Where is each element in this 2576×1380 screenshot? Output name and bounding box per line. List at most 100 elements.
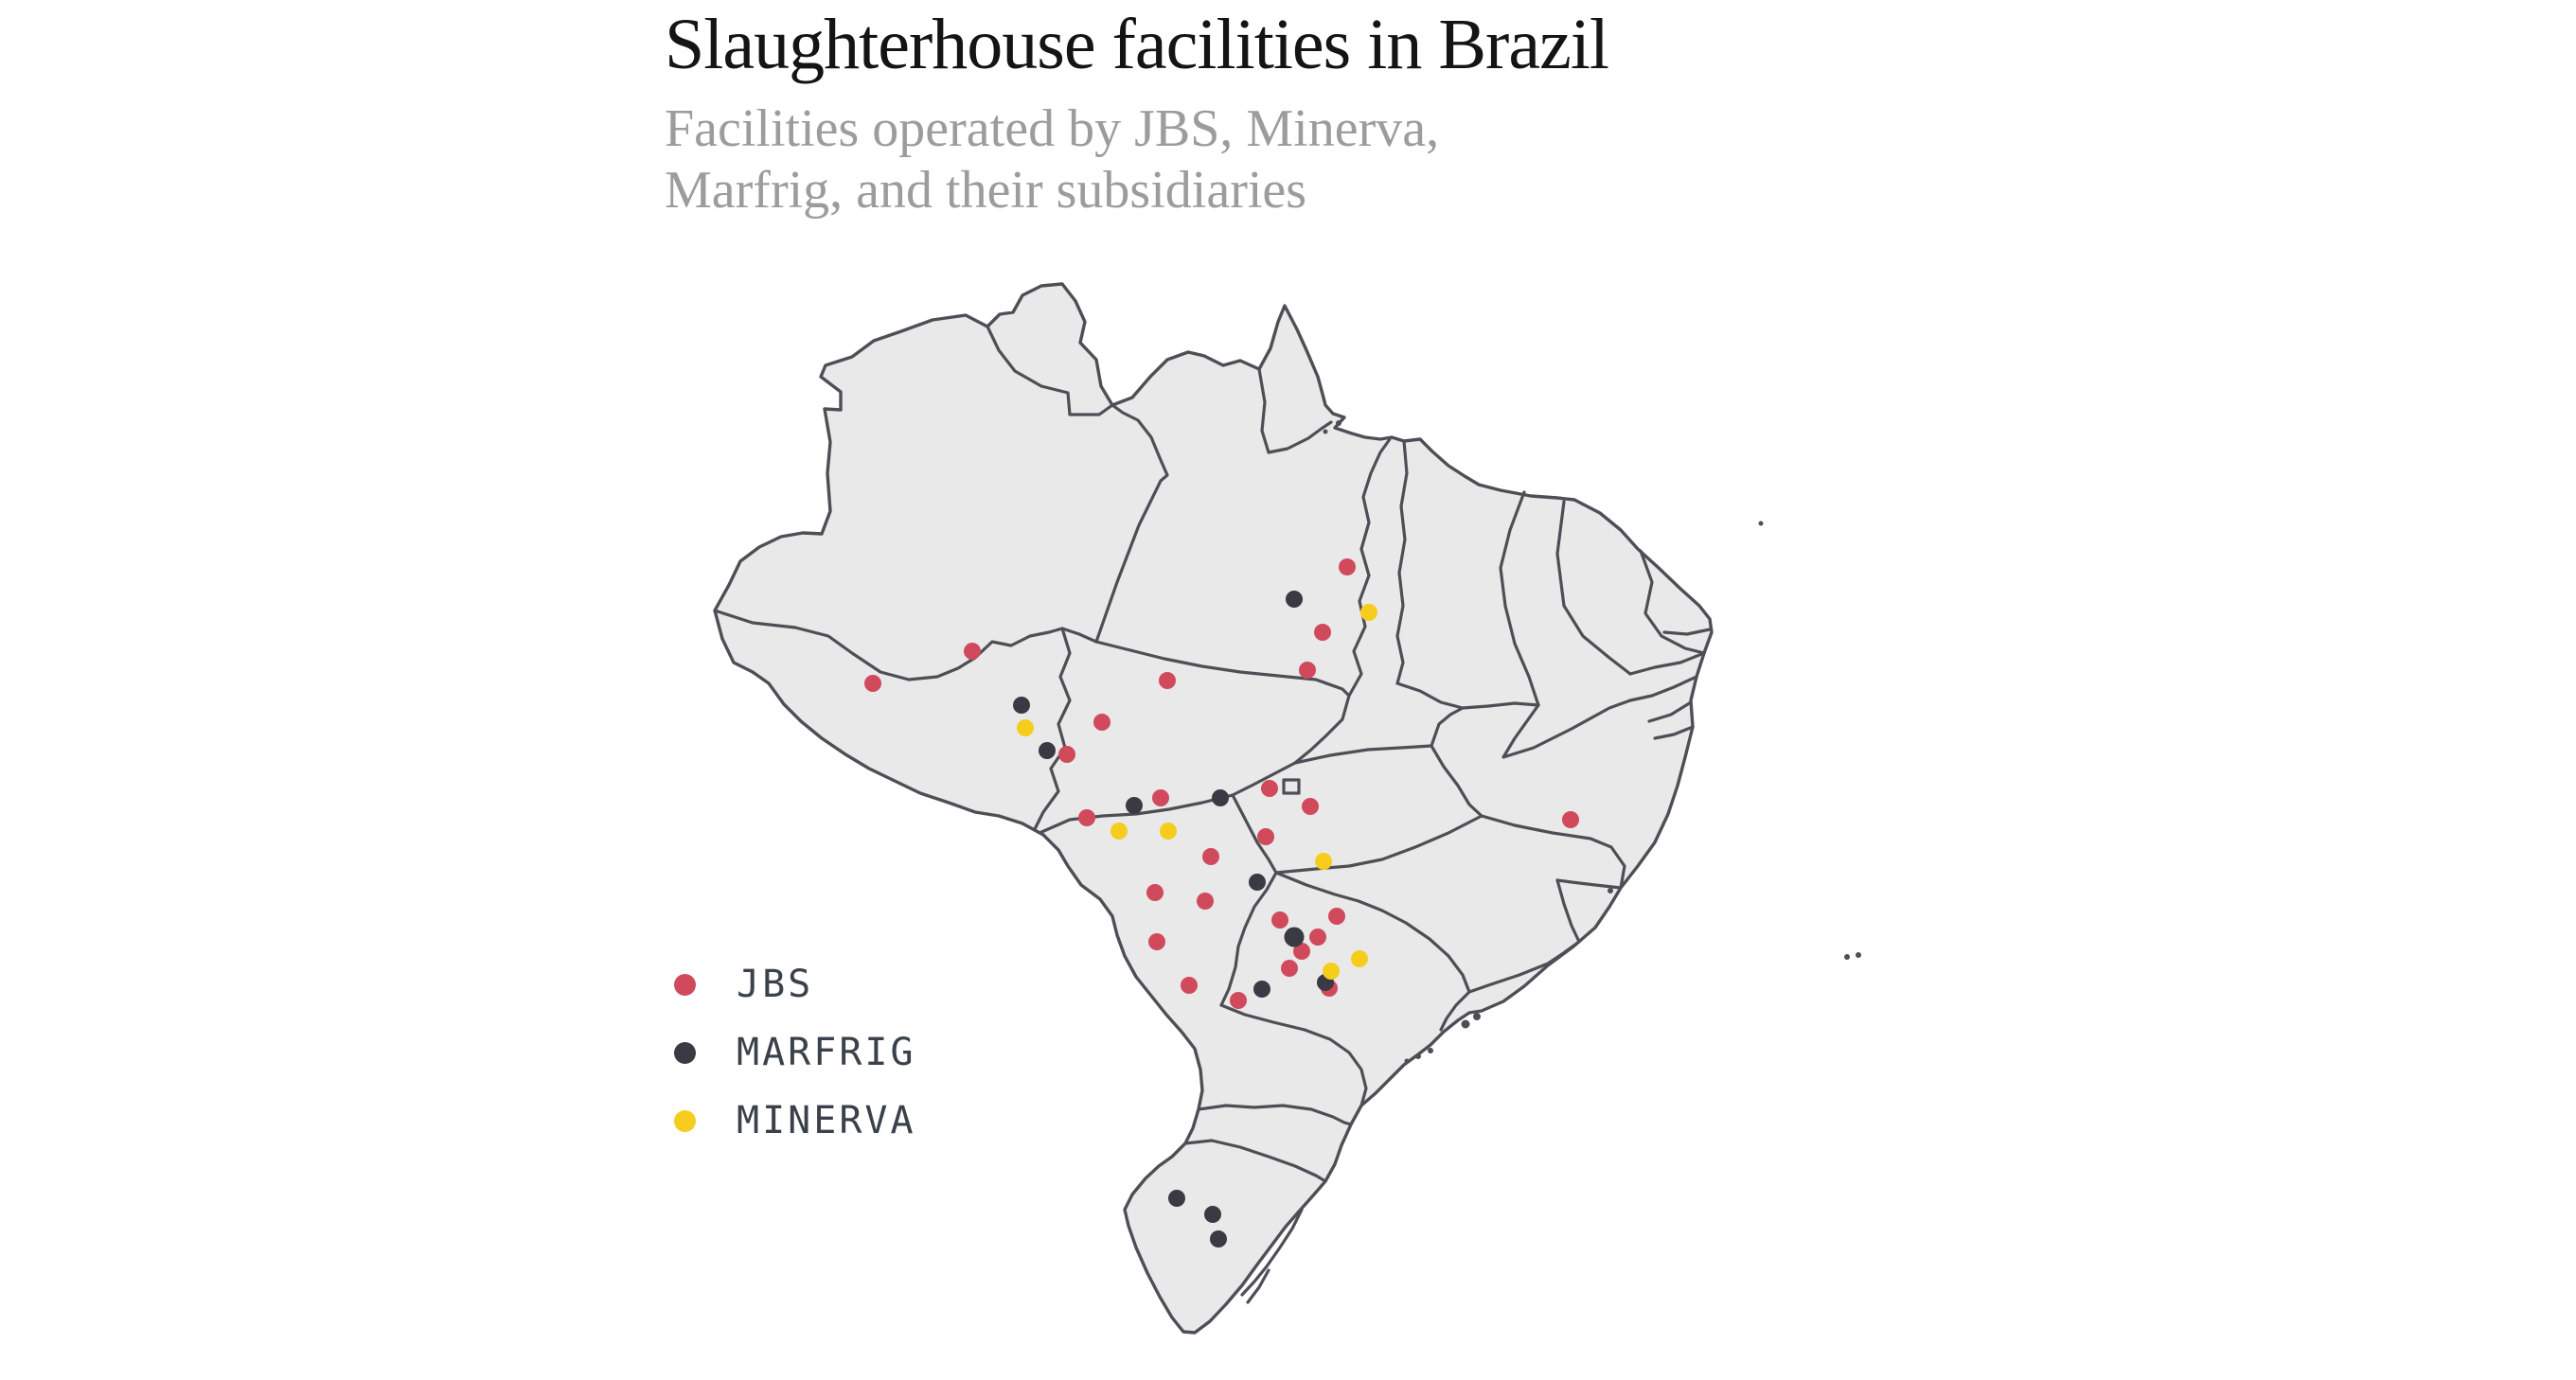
border-amazonas-matogrosso	[1060, 627, 1098, 644]
header: Slaughterhouse facilities in Brazil Faci…	[665, 5, 1990, 222]
facility-dot-jbs	[1281, 960, 1298, 977]
facility-dot-marfrig	[1013, 697, 1030, 714]
facility-dot-jbs	[1257, 828, 1274, 845]
border-ceara-riograndedonorte	[1639, 549, 1706, 655]
border-maranhao-piaui	[1499, 490, 1540, 707]
border-matogrosso-ms	[1038, 793, 1235, 835]
legend-item-minerva: MINERVA	[674, 1087, 916, 1155]
border-tocantins-bahia	[1430, 706, 1465, 748]
border-ms-saopaulo	[1219, 871, 1278, 1007]
facility-dot-jbs	[1309, 929, 1326, 946]
facility-dot-jbs	[1230, 992, 1247, 1009]
legend: JBS MARFRIG MINERVA	[674, 950, 916, 1155]
page-title: Slaughterhouse facilities in Brazil	[665, 5, 1609, 84]
border-amazonas-para	[1094, 403, 1169, 644]
subtitle-line-1: Facilities operated by JBS, Minerva,	[665, 98, 1440, 158]
islet	[1608, 888, 1613, 893]
border-rn-paraiba	[1662, 628, 1712, 636]
jbs-dot-icon	[674, 973, 696, 996]
facility-dot-jbs	[1146, 884, 1164, 901]
facility-dot-jbs	[1562, 811, 1579, 828]
legend-item-jbs: JBS	[674, 950, 916, 1018]
facility-dot-minerva	[1160, 823, 1177, 840]
border-goias-bahia	[1430, 744, 1483, 818]
islet	[1428, 1048, 1433, 1053]
border-para-matogrosso	[1094, 640, 1351, 698]
legend-item-marfrig: MARFRIG	[674, 1018, 916, 1087]
border-ms-goias	[1231, 793, 1278, 875]
page-subtitle: Facilities operated by JBS, Minerva, Mar…	[665, 98, 1990, 222]
facility-dot-jbs	[1293, 943, 1310, 960]
islet	[1336, 420, 1341, 426]
facility-dot-jbs	[1197, 893, 1214, 910]
subtitle-line-2: Marfrig, and their subsidiaries	[665, 161, 1307, 221]
islet	[1844, 954, 1850, 960]
facility-dot-marfrig	[1212, 789, 1229, 806]
border-matogrosso-tocantins	[1293, 694, 1351, 765]
facility-dot-marfrig	[1204, 1206, 1221, 1223]
lagoa-mirim	[1246, 1268, 1270, 1304]
islet	[1404, 1058, 1410, 1064]
border-minas-saopaulo	[1274, 871, 1471, 994]
distrito-federal-square	[1282, 778, 1301, 795]
facility-dot-jbs	[964, 643, 981, 660]
facility-dot-jbs	[1152, 789, 1169, 806]
facility-dot-jbs	[1299, 662, 1316, 679]
border-paraiba-pernambuco	[1628, 651, 1706, 676]
islet	[1758, 521, 1764, 526]
border-saopaulo-parana	[1219, 1003, 1368, 1107]
islet	[1323, 429, 1328, 434]
border-alagoas-sergipe	[1647, 700, 1693, 723]
facility-dot-minerva	[1360, 604, 1377, 621]
border-saopaulo-rio	[1439, 990, 1471, 1032]
border-espiritosanto-bahia	[1555, 878, 1623, 890]
border-minas-rio	[1467, 962, 1550, 994]
facility-dot-minerva	[1110, 823, 1128, 840]
border-goias-minas	[1274, 814, 1483, 875]
facility-dot-jbs	[1202, 848, 1219, 865]
facility-dot-marfrig	[1284, 927, 1305, 947]
facility-dot-jbs	[1058, 746, 1075, 763]
facility-dot-jbs	[1328, 908, 1345, 925]
legend-label-jbs: JBS	[737, 963, 814, 1006]
brazil-outline	[713, 282, 1714, 1335]
facility-dot-marfrig	[1168, 1190, 1185, 1207]
facility-dot-marfrig	[1126, 797, 1143, 814]
facility-dot-jbs	[1093, 714, 1110, 731]
facility-dots-layer	[864, 558, 1579, 1247]
islet	[1415, 1053, 1421, 1059]
facility-dot-jbs	[1314, 624, 1331, 641]
border-pernambuco-alagoas	[1628, 675, 1698, 702]
marfrig-dot-icon	[674, 1041, 696, 1064]
facility-dot-minerva	[1351, 950, 1368, 967]
border-sergipe-bahia	[1653, 725, 1695, 740]
facility-dot-jbs	[1078, 809, 1095, 826]
facility-dot-jbs	[1181, 977, 1198, 994]
border-piaui-bahia	[1501, 699, 1632, 759]
facility-dot-marfrig	[1253, 981, 1270, 998]
lagoa-dos-patos	[1240, 1208, 1304, 1297]
facility-dot-jbs	[864, 675, 881, 692]
facility-dot-marfrig	[1286, 591, 1303, 608]
legend-label-marfrig: MARFRIG	[737, 1031, 916, 1074]
islets	[1323, 420, 1861, 1064]
border-para-amapa	[1257, 367, 1333, 454]
border-parana-santacatarina	[1197, 1104, 1353, 1126]
border-piaui-ceara	[1555, 500, 1632, 676]
facility-dot-marfrig	[1210, 1230, 1227, 1247]
border-para-tocantins	[1347, 437, 1392, 698]
border-para-maranhao	[1395, 439, 1409, 685]
border-rondonia-matogrosso	[1033, 627, 1072, 831]
border-bahia-minas	[1480, 814, 1626, 890]
facility-dot-minerva	[1323, 963, 1340, 980]
islet	[1461, 1019, 1470, 1029]
border-espiritosanto-rio	[1546, 940, 1581, 965]
islet	[1473, 1013, 1481, 1020]
facility-dot-jbs	[1148, 933, 1165, 950]
legend-label-minerva: MINERVA	[737, 1099, 916, 1142]
border-santacatarina-rs	[1183, 1139, 1327, 1183]
facility-dot-jbs	[1302, 798, 1319, 815]
